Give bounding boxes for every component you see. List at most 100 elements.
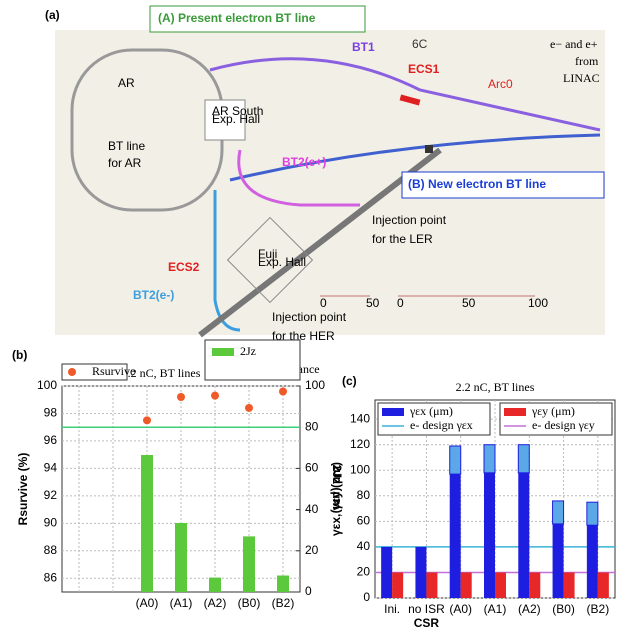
x-tick-label: (A2) (518, 602, 541, 616)
y2-tick-label: 80 (305, 419, 319, 433)
y-tick-label: 86 (44, 570, 58, 584)
panel-label: (c) (342, 374, 357, 388)
ar-label: AR (118, 76, 135, 90)
bar (381, 546, 393, 598)
x-tick-label: (B2) (587, 602, 610, 616)
y2-tick-label: 20 (305, 543, 319, 557)
ar-hall (204, 99, 246, 141)
y-tick-label: 80 (357, 488, 371, 502)
bar (495, 572, 506, 598)
bar (484, 472, 495, 598)
map-panel: (a) (A) Present electron BT line BT1 6C … (45, 5, 605, 343)
scale-label: 100 (528, 296, 548, 310)
linac-label: from (575, 54, 599, 68)
y-tick-label: 92 (44, 488, 58, 502)
bar (529, 572, 541, 598)
label: 6C (412, 37, 428, 51)
legend-box (61, 363, 128, 381)
bar (392, 572, 404, 598)
y-tick-label: 90 (44, 516, 58, 530)
x-tick-label: (B0) (238, 596, 261, 610)
y2-tick-label: 40 (305, 502, 319, 516)
inj-ler-label: Injection point (372, 213, 447, 227)
x-tick-label: (B0) (552, 602, 575, 616)
x-tick-label: (A2) (204, 596, 227, 610)
y-tick-label: 40 (357, 539, 371, 553)
legend-swatch (504, 408, 526, 416)
new-line-label: (B) New electron BT line (408, 177, 546, 191)
y-axis-label: Rsurvive (%) (16, 453, 30, 526)
y-tick-label: 98 (44, 406, 58, 420)
x-tick-label: (A0) (449, 602, 472, 616)
x-tick-label: (A0) (136, 596, 159, 610)
ecs1-mark (399, 94, 421, 106)
bar (552, 523, 564, 598)
y-tick-label: 120 (350, 437, 370, 451)
label-box (149, 5, 366, 33)
bar (449, 474, 461, 598)
x-tick-label: Ini. (384, 602, 400, 616)
panel-label: (a) (45, 8, 60, 22)
bar (277, 575, 289, 592)
legend-label: γεy (μm) (531, 404, 575, 418)
linac-label: e− and e+ (550, 37, 598, 51)
y-tick-label: 96 (44, 433, 58, 447)
bar (209, 577, 221, 592)
chart-title: 2.2 nC, BT lines (456, 380, 535, 394)
bar (597, 572, 609, 598)
y2-tick-label: 0 (305, 584, 312, 598)
scale-label: 0 (397, 296, 404, 310)
y-tick-label: 94 (44, 461, 58, 475)
point (245, 403, 253, 412)
bt-track (229, 133, 601, 182)
bt-ar-label: for AR (108, 156, 142, 170)
bar (175, 522, 187, 592)
bt-ar-label: BT line (108, 139, 145, 153)
bar (415, 546, 427, 598)
legend-swatch (212, 348, 234, 356)
panel-label: (b) (12, 348, 27, 362)
bar (243, 536, 255, 592)
present-line-label: (A) Present electron BT line (158, 11, 316, 25)
bar-upper (517, 444, 530, 474)
y-tick-label: 100 (37, 378, 57, 392)
hall-label: AR South (212, 104, 263, 118)
hall-label: Exp. Hall (212, 112, 260, 126)
y2-tick-label: 60 (305, 461, 319, 475)
main-ring (198, 147, 442, 338)
legend-label: e- design γεx (410, 418, 473, 432)
label-box (401, 171, 605, 199)
legend-box (204, 339, 301, 381)
bt1-label: BT1 (352, 40, 375, 54)
x-tick-label: no ISR (408, 602, 445, 616)
inj-her-label: Injection point (272, 310, 347, 324)
bar (518, 472, 530, 598)
chart-title: 2.2 nC, BT lines (122, 366, 201, 380)
legend-label: γεx (μm) (409, 404, 453, 418)
bar-upper (552, 500, 565, 525)
point (143, 416, 151, 425)
ecs2-label: ECS2 (168, 260, 200, 274)
scale-label: 50 (462, 296, 476, 310)
bt1-track (209, 57, 601, 132)
bt2p-label: BT2(e+) (282, 155, 326, 169)
y-tick-label: 0 (363, 590, 370, 604)
bt2m-label: BT2(e-) (133, 288, 174, 302)
legend-label: Rsurvive (92, 364, 135, 378)
y-tick-label: 88 (44, 543, 58, 557)
inj-ler-label: for the LER (372, 232, 433, 246)
bar-upper (586, 501, 599, 526)
ecs1-label: ECS1 (408, 62, 440, 76)
hall-label: Exp. Hall (258, 255, 306, 269)
bar (141, 455, 153, 592)
marker (425, 145, 433, 153)
legend-label: e- design γεy (532, 418, 595, 432)
bar (460, 572, 472, 598)
bar-upper (449, 445, 462, 475)
hall-label: Fuji (258, 247, 277, 261)
y2-axis-label: 2Jz (μm) (330, 465, 344, 514)
point (279, 387, 287, 396)
x-tick-label: (A1) (170, 596, 193, 610)
arc0-label: Arc0 (488, 77, 513, 91)
